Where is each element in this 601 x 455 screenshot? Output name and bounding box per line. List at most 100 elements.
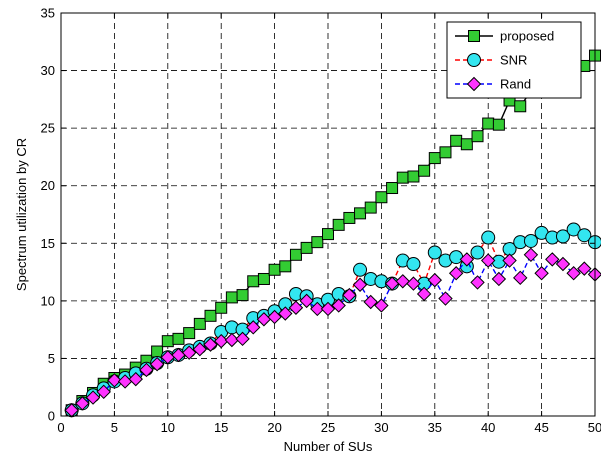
y-tick-label: 5	[48, 351, 55, 366]
data-point-snr	[449, 250, 464, 265]
data-point-proposed	[311, 236, 324, 249]
y-tick-label: 15	[41, 236, 55, 251]
legend-marker-proposed	[468, 30, 480, 42]
y-tick-label: 35	[41, 6, 55, 21]
data-point-rand	[203, 337, 218, 352]
data-point-rand	[288, 300, 304, 315]
data-point-proposed	[161, 335, 174, 348]
data-point-rand	[406, 276, 421, 291]
data-point-rand	[213, 333, 229, 349]
data-point-rand	[566, 266, 581, 281]
data-point-rand	[331, 298, 346, 313]
y-tick-label: 10	[41, 293, 55, 308]
data-point-proposed	[375, 191, 388, 204]
data-point-rand	[448, 266, 464, 281]
y-tick-label: 30	[41, 63, 55, 78]
legend-marker-rand	[466, 76, 482, 92]
data-point-rand	[149, 356, 165, 372]
legend-entry-rand: Rand	[455, 77, 531, 92]
legend-label-snr: SNR	[500, 53, 527, 68]
data-point-rand	[545, 252, 560, 267]
x-tick-label: 30	[374, 420, 388, 435]
data-point-proposed	[183, 327, 196, 340]
data-point-proposed	[439, 146, 452, 159]
data-point-rand	[75, 396, 90, 411]
data-point-proposed	[514, 100, 527, 113]
x-tick-label: 50	[588, 420, 601, 435]
data-point-proposed	[450, 134, 463, 147]
data-point-rand	[310, 301, 325, 317]
data-point-rand	[577, 261, 592, 276]
data-point-proposed	[332, 218, 345, 231]
data-point-snr	[555, 229, 570, 244]
data-point-rand	[523, 247, 539, 263]
x-tick-label: 5	[111, 420, 118, 435]
data-point-rand	[374, 298, 389, 313]
data-point-rand	[107, 373, 122, 388]
x-tick-label: 0	[57, 420, 64, 435]
x-tick-label: 20	[267, 420, 281, 435]
data-point-rand	[502, 253, 517, 268]
data-point-rand	[267, 309, 282, 325]
data-point-proposed	[386, 182, 399, 195]
y-tick-label: 0	[48, 409, 55, 424]
data-point-rand	[278, 306, 293, 321]
data-point-proposed	[151, 345, 164, 358]
data-point-rand	[555, 256, 571, 272]
data-point-snr	[523, 233, 538, 248]
data-point-proposed	[193, 317, 206, 330]
y-tick-label: 25	[41, 121, 55, 136]
data-point-proposed	[279, 260, 292, 273]
data-point-rand	[128, 371, 143, 387]
x-tick-label: 40	[481, 420, 495, 435]
legend-entry-proposed: proposed	[455, 29, 554, 44]
x-tick-label: 10	[161, 420, 175, 435]
data-point-proposed	[322, 228, 334, 241]
legend: proposed SNR Rand	[446, 21, 582, 99]
data-point-proposed	[471, 130, 484, 143]
data-point-proposed	[257, 272, 270, 285]
data-point-rand	[352, 277, 368, 292]
legend-marker-snr	[467, 53, 481, 67]
data-point-rand	[181, 345, 197, 360]
data-point-proposed	[343, 211, 356, 224]
data-point-proposed	[354, 207, 367, 220]
data-point-proposed	[364, 201, 377, 214]
data-point-proposed	[204, 309, 217, 322]
data-point-proposed	[460, 138, 473, 151]
data-point-rand	[96, 384, 111, 400]
data-point-proposed	[300, 241, 313, 254]
data-point-proposed	[236, 289, 249, 302]
data-point-snr	[427, 245, 442, 260]
data-point-rand	[299, 293, 314, 309]
data-point-proposed	[225, 291, 238, 304]
data-point-snr	[470, 245, 485, 260]
data-point-proposed	[482, 117, 495, 130]
data-point-rand	[395, 274, 410, 289]
data-point-snr	[353, 262, 368, 277]
data-point-rand	[64, 403, 79, 418]
legend-entry-snr: SNR	[455, 53, 527, 68]
data-point-rand	[235, 331, 250, 347]
data-point-rand	[491, 271, 507, 287]
data-point-proposed	[268, 263, 281, 276]
x-tick-label: 25	[321, 420, 335, 435]
data-point-snr	[577, 228, 592, 243]
data-point-rand	[427, 272, 443, 288]
data-point-rand	[534, 266, 549, 281]
data-point-proposed	[492, 118, 505, 131]
data-point-proposed	[418, 164, 431, 177]
x-axis-label: Number of SUs	[284, 439, 373, 454]
data-point-rand	[139, 362, 154, 378]
data-point-proposed	[215, 301, 228, 314]
data-point-rand	[480, 253, 496, 268]
data-point-rand	[85, 390, 101, 405]
data-point-rand	[438, 291, 453, 306]
data-point-rand	[459, 252, 475, 267]
series-layer	[64, 49, 601, 418]
data-point-rand	[320, 301, 336, 317]
data-point-rand	[416, 286, 432, 302]
legend-label-rand: Rand	[500, 77, 531, 92]
data-point-snr	[491, 254, 506, 269]
